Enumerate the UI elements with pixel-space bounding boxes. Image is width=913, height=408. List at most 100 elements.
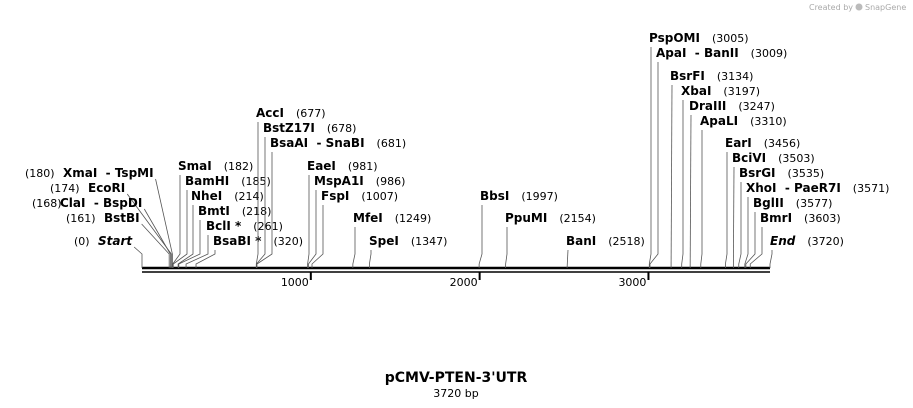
- site-connector: [566, 249, 569, 269]
- site-name: EarI: [725, 136, 752, 150]
- site-name: BstBI: [104, 211, 140, 225]
- site-position: (3456): [764, 137, 801, 150]
- site-connector: [155, 178, 173, 268]
- site-name: MspA1I: [314, 174, 364, 188]
- site-name: EcoRI: [88, 181, 125, 195]
- site-name: FspI: [321, 189, 349, 203]
- site-connector: [126, 193, 172, 268]
- site-name: BanI: [566, 234, 596, 248]
- site-name: End: [770, 234, 796, 248]
- site-position: (3535): [788, 167, 825, 180]
- site-name: ApaLI: [700, 114, 738, 128]
- site-name: BmrI: [760, 211, 792, 225]
- site-position: (981): [348, 160, 378, 173]
- site-position: (174): [50, 182, 80, 195]
- site-connector: [648, 47, 652, 268]
- site-connector: [670, 84, 673, 269]
- site-position: (168): [32, 197, 62, 210]
- site-connector: [738, 182, 742, 268]
- site-connector: [143, 208, 171, 268]
- site-name: BmtI: [198, 204, 230, 218]
- site-name: SmaI: [178, 159, 212, 173]
- site-name: BamHI: [185, 174, 229, 188]
- watermark-brand: SnapGene: [865, 3, 906, 12]
- site-position: (3720): [807, 235, 844, 248]
- site-connector: [352, 227, 356, 268]
- site-connector: [749, 227, 763, 268]
- site-name: BbsI: [480, 189, 509, 203]
- site-name: BsrGI: [739, 166, 776, 180]
- site-position: (3009): [751, 47, 788, 60]
- site-connector: [732, 166, 735, 269]
- site-name: EaeI: [307, 159, 336, 173]
- watermark-prefix: Created by: [809, 3, 853, 12]
- site-connector: [700, 130, 703, 268]
- site-connector: [172, 190, 188, 268]
- site-position: (3310): [750, 115, 787, 128]
- site-connector: [769, 250, 773, 268]
- site-connector: [256, 152, 273, 268]
- site-position: (3571): [853, 182, 890, 195]
- site-connector: [505, 227, 508, 268]
- site-name: BstZ17I: [263, 121, 315, 135]
- site-name: AccI: [256, 106, 284, 120]
- site-name: Start: [98, 234, 133, 248]
- site-position: (2154): [559, 212, 596, 225]
- site-connector: [744, 197, 749, 268]
- site-connector: [177, 205, 194, 268]
- site-name: XhoI - PaeR7I: [746, 181, 841, 195]
- site-connector: [308, 190, 317, 268]
- site-position: (218): [242, 205, 272, 218]
- site-name: BsaBI *: [213, 234, 262, 248]
- site-name: ApaI - BanII: [656, 46, 739, 60]
- site-position: (3503): [778, 152, 815, 165]
- site-name: BsrFI: [670, 69, 705, 83]
- site-position: (185): [241, 175, 271, 188]
- site-name: XbaI: [681, 84, 711, 98]
- site-position: (1007): [361, 190, 398, 203]
- site-name: ClaI - BspDI: [60, 196, 142, 210]
- site-connector: [141, 223, 170, 268]
- site-position: (3247): [738, 100, 775, 113]
- site-connector: [689, 114, 692, 269]
- site-name: BglII: [753, 196, 784, 210]
- watermark-icon: [855, 3, 863, 11]
- site-position: (1347): [411, 235, 448, 248]
- site-position: (986): [376, 175, 406, 188]
- site-connector: [368, 250, 372, 268]
- site-position: (681): [377, 137, 407, 150]
- site-position: (182): [224, 160, 254, 173]
- site-connector: [185, 235, 209, 268]
- scale-label: 3000: [618, 276, 646, 289]
- site-connector: [681, 100, 684, 268]
- site-position: (180): [25, 167, 55, 180]
- site-position: (3603): [804, 212, 841, 225]
- site-position: (3005): [712, 32, 749, 45]
- site-position: (3197): [723, 85, 760, 98]
- site-name: MfeI: [353, 211, 383, 225]
- site-name: NheI: [191, 189, 222, 203]
- site-connector: [172, 175, 181, 268]
- map-length: 3720 bp: [433, 387, 478, 400]
- site-name: BclI *: [206, 219, 242, 233]
- site-position: (678): [327, 122, 357, 135]
- scale-label: 2000: [450, 276, 478, 289]
- site-position: (1249): [395, 212, 432, 225]
- site-position: (3134): [717, 70, 754, 83]
- site-connector: [725, 152, 728, 268]
- site-name: SpeI: [369, 234, 399, 248]
- site-connector: [745, 212, 756, 268]
- site-connector: [478, 205, 483, 268]
- site-name: PspOMI: [649, 31, 700, 45]
- site-connector: [649, 62, 659, 268]
- site-connector: [256, 137, 266, 268]
- site-connector: [133, 246, 143, 268]
- site-name: DraIII: [689, 99, 726, 113]
- site-position: (677): [296, 107, 326, 120]
- site-name: XmaI - TspMI: [63, 166, 154, 180]
- site-position: (214): [234, 190, 264, 203]
- site-position: (2518): [608, 235, 645, 248]
- site-position: (161): [66, 212, 96, 225]
- map-title: pCMV-PTEN-3'UTR: [385, 370, 528, 386]
